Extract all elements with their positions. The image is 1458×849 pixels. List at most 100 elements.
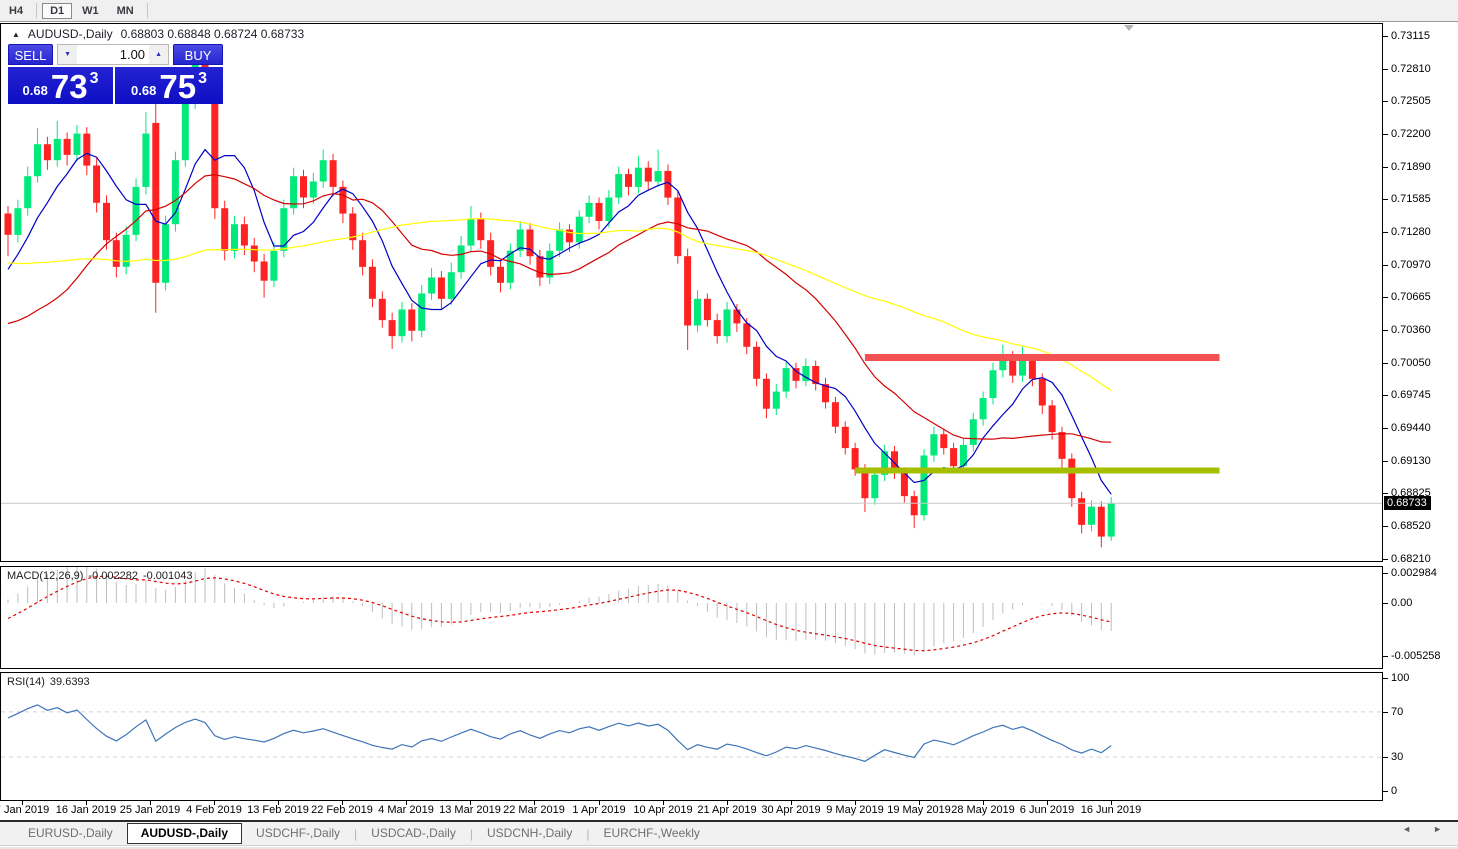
collapse-panel-icon[interactable]: ▲ — [12, 29, 20, 39]
macd-signal-value: -0.001043 — [142, 570, 193, 582]
ask-handle: 0.68 — [131, 83, 157, 98]
date-axis-label: 28 May 2019 — [951, 804, 1015, 816]
rsi-axis-label-tick — [1383, 678, 1388, 679]
ask-pips: 75 — [159, 68, 197, 105]
bid-price-button[interactable]: 0.68 73 3 — [8, 67, 113, 104]
timeframe-button-w1[interactable]: W1 — [82, 4, 99, 17]
date-axis-label: 19 May 2019 — [887, 804, 951, 816]
macd-panel[interactable] — [0, 566, 1383, 669]
toolbar-separator — [146, 3, 148, 18]
price-axis-label: 0.69130 — [1391, 455, 1431, 467]
rsi-value: 39.6393 — [49, 676, 90, 688]
date-axis-label: 22 Mar 2019 — [503, 804, 565, 816]
rsi-axis-label: 70 — [1391, 706, 1404, 718]
tab-usdcnh[interactable]: USDCNH-,Daily — [486, 826, 573, 840]
price-axis-label: 0.71280 — [1391, 226, 1431, 238]
tab-separator: | — [586, 826, 590, 841]
price-axis-label-tick — [1383, 101, 1388, 102]
rsi-panel[interactable] — [0, 672, 1383, 801]
price-axis-label: 0.69745 — [1391, 389, 1431, 401]
chart-shift-marker-icon[interactable] — [1124, 25, 1134, 31]
price-axis-label: 0.70970 — [1391, 259, 1431, 271]
price-axis-label: 0.72505 — [1391, 95, 1431, 107]
tab-separator: | — [469, 826, 473, 841]
date-axis-label: 10 Apr 2019 — [633, 804, 693, 816]
status-strip — [0, 847, 1458, 849]
timeframe-button-d1[interactable]: D1 — [42, 2, 73, 19]
date-tick — [534, 801, 535, 805]
rsi-axis-label: 100 — [1391, 672, 1410, 684]
ask-price-button[interactable]: 0.68 75 3 — [115, 67, 223, 104]
price-axis-label-tick — [1383, 330, 1388, 331]
chart-ohlc-values: 0.68803 0.68848 0.68724 0.68733 — [120, 27, 305, 41]
price-chart-panel[interactable] — [0, 23, 1383, 562]
price-axis-label-tick — [1383, 461, 1388, 462]
tab-scroll-left-icon[interactable]: ◄ — [1402, 824, 1412, 834]
price-axis-label: 0.68520 — [1391, 520, 1431, 532]
macd-main-value: -0.002282 — [88, 570, 138, 582]
macd-axis-label-tick — [1383, 656, 1388, 657]
date-axis-label: 9 May 2019 — [826, 804, 884, 816]
chart-tab-bar: EURUSD-,Daily AUDUSD-,Daily USDCHF-,Daily |… — [0, 822, 1458, 846]
price-axis-label: 0.71585 — [1391, 193, 1431, 205]
date-axis-label: 7 Jan 2019 — [0, 804, 50, 816]
date-axis-label: 1 Apr 2019 — [572, 804, 626, 816]
bid-fraction: 3 — [89, 70, 99, 87]
date-tick — [342, 801, 343, 805]
date-tick — [1111, 801, 1112, 805]
macd-axis-label: 0.00 — [1391, 597, 1413, 609]
tab-scroll-arrows: ◄ ► — [1402, 824, 1442, 834]
price-axis-label-tick — [1383, 526, 1388, 527]
volume-stepper: ▼ ▲ — [57, 44, 170, 65]
date-tick — [855, 801, 856, 805]
price-axis-label-tick — [1383, 69, 1388, 70]
price-axis-label-tick — [1383, 297, 1388, 298]
price-axis-label: 0.70360 — [1391, 324, 1431, 336]
rsi-axis-label: 30 — [1391, 751, 1404, 763]
date-tick — [983, 801, 984, 805]
date-tick — [1047, 801, 1048, 805]
date-tick — [278, 801, 279, 805]
date-axis-label: 25 Jan 2019 — [119, 804, 181, 816]
tab-eurusd[interactable]: EURUSD-,Daily — [28, 826, 113, 840]
tab-eurchf[interactable]: EURCHF-,Weekly — [603, 826, 700, 840]
date-tick — [791, 801, 792, 805]
price-axis-label: 0.68210 — [1391, 553, 1431, 565]
rsi-indicator-label: RSI(14) 39.6393 — [7, 676, 90, 688]
buy-button[interactable]: BUY — [173, 44, 223, 65]
timeframe-button-h4[interactable]: H4 — [9, 4, 24, 17]
date-axis-label: 4 Mar 2019 — [378, 804, 434, 816]
date-axis-label: 13 Feb 2019 — [247, 804, 309, 816]
macd-name: MACD(12,26,9) — [7, 570, 84, 582]
date-axis-label: 22 Feb 2019 — [311, 804, 373, 816]
macd-axis-label: -0.005258 — [1391, 650, 1441, 662]
price-axis-label: 0.70665 — [1391, 291, 1431, 303]
volume-increase-icon[interactable]: ▲ — [149, 45, 169, 64]
tab-audusd[interactable]: AUDUSD-,Daily — [126, 823, 243, 844]
date-axis-label: 6 Jun 2019 — [1019, 804, 1075, 816]
tab-usdchf[interactable]: USDCHF-,Daily — [256, 826, 341, 840]
date-tick — [150, 801, 151, 805]
rsi-axis-label-tick — [1383, 712, 1388, 713]
date-tick — [727, 801, 728, 805]
price-axis-label-tick — [1383, 493, 1388, 494]
rsi-axis-label-tick — [1383, 757, 1388, 758]
bid-pips: 73 — [50, 68, 88, 105]
price-axis-label-tick — [1383, 428, 1388, 429]
date-axis-label: 21 Apr 2019 — [697, 804, 757, 816]
macd-axis-label: 0.002984 — [1391, 567, 1437, 579]
volume-decrease-icon[interactable]: ▼ — [58, 45, 78, 64]
price-axis-label-tick — [1383, 167, 1388, 168]
date-tick — [214, 801, 215, 805]
date-axis-label: 16 Jan 2019 — [55, 804, 117, 816]
date-tick — [919, 801, 920, 805]
timeframe-button-mn[interactable]: MN — [116, 4, 134, 17]
bid-handle: 0.68 — [22, 83, 48, 98]
tab-usdcad[interactable]: USDCAD-,Daily — [371, 826, 456, 840]
sell-button[interactable]: SELL — [8, 44, 54, 65]
timeframe-toolbar: H4 D1 W1 MN — [0, 0, 1458, 22]
tab-scroll-right-icon[interactable]: ► — [1433, 824, 1442, 834]
rsi-name: RSI(14) — [7, 676, 45, 688]
price-axis-label-tick — [1383, 36, 1388, 37]
volume-input[interactable] — [77, 45, 150, 64]
